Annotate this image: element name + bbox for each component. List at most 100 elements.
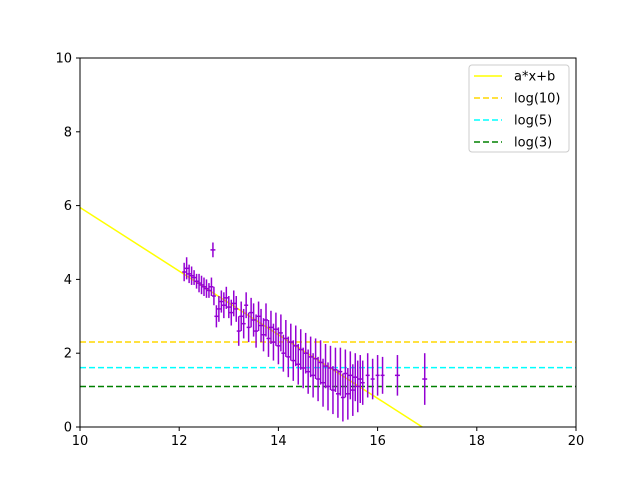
data-point xyxy=(219,290,224,313)
data-point xyxy=(192,270,197,285)
data-point xyxy=(246,312,251,343)
legend-label: log(5) xyxy=(514,114,552,129)
data-point xyxy=(394,355,400,396)
data-point xyxy=(273,312,278,346)
data-point xyxy=(187,264,192,284)
data-point xyxy=(355,360,360,413)
x-tick-label: 18 xyxy=(469,434,486,449)
data-point xyxy=(184,257,189,280)
legend: a*x+b log(10) log(5) log(3) xyxy=(468,64,570,153)
legend-entry: a*x+b xyxy=(474,70,555,85)
data-point xyxy=(239,301,244,332)
data-point xyxy=(259,308,264,343)
x-tick-label: 12 xyxy=(171,434,188,449)
data-point xyxy=(276,327,281,365)
data-point xyxy=(335,369,340,418)
legend-entry: log(10) xyxy=(474,92,561,107)
data-point xyxy=(348,351,353,400)
data-point xyxy=(281,334,286,372)
data-point xyxy=(375,355,380,396)
x-tick-label: 10 xyxy=(72,434,89,449)
data-point xyxy=(266,319,271,357)
x-tick-label: 14 xyxy=(270,434,287,449)
data-point xyxy=(234,296,239,322)
data-point xyxy=(216,296,221,322)
x-tick-label: 20 xyxy=(568,434,585,449)
y-tick-label: 8 xyxy=(64,125,72,140)
data-point xyxy=(288,323,293,361)
data-point xyxy=(204,279,209,298)
data-point xyxy=(365,353,370,398)
legend-box xyxy=(468,64,570,153)
data-point xyxy=(261,318,266,352)
data-point xyxy=(350,364,355,416)
data-point xyxy=(264,303,268,337)
data-point xyxy=(298,329,303,370)
x-tick-label: 16 xyxy=(369,434,386,449)
data-point xyxy=(291,340,296,381)
data-point xyxy=(251,303,256,337)
data-point xyxy=(422,353,428,405)
data-point xyxy=(224,286,229,309)
legend-label: log(3) xyxy=(514,136,552,151)
data-point xyxy=(210,242,216,258)
data-point xyxy=(296,343,301,385)
data-point xyxy=(283,319,288,357)
data-point xyxy=(306,349,311,394)
y-tick-label: 4 xyxy=(64,273,72,288)
data-point xyxy=(256,301,261,332)
data-point xyxy=(380,356,385,394)
data-point xyxy=(323,343,328,389)
errorbar-series xyxy=(182,242,428,422)
data-point xyxy=(318,340,323,385)
data-point xyxy=(330,366,335,415)
data-point xyxy=(358,355,363,404)
data-point xyxy=(353,353,358,402)
data-point xyxy=(221,292,226,319)
y-tick-label: 10 xyxy=(55,52,72,67)
data-point xyxy=(370,358,375,400)
y-tick-label: 0 xyxy=(64,421,72,436)
data-point xyxy=(313,338,318,380)
plot-border xyxy=(79,57,577,428)
x-axis: 10 12 14 16 18 20 xyxy=(72,427,585,449)
data-point xyxy=(211,286,216,306)
data-point xyxy=(311,353,316,398)
data-point xyxy=(340,373,345,422)
legend-label: a*x+b xyxy=(514,70,555,85)
data-point xyxy=(303,332,308,374)
data-point xyxy=(182,262,187,282)
data-point xyxy=(271,323,276,361)
data-point xyxy=(209,277,214,297)
data-point xyxy=(338,347,343,396)
data-point xyxy=(345,367,350,420)
data-point xyxy=(328,345,333,391)
legend-entry: log(5) xyxy=(474,114,552,129)
data-point xyxy=(316,356,321,402)
data-point xyxy=(241,308,246,339)
data-point xyxy=(293,325,298,367)
data-point xyxy=(249,297,254,328)
data-point xyxy=(333,347,338,392)
y-tick-label: 2 xyxy=(64,347,72,362)
data-point xyxy=(236,316,241,346)
data-point xyxy=(189,266,194,285)
data-point xyxy=(326,362,330,411)
data-point xyxy=(321,358,326,407)
data-point xyxy=(343,349,348,398)
data-point xyxy=(229,299,234,326)
data-point xyxy=(254,314,259,348)
data-point xyxy=(199,275,204,295)
data-point xyxy=(231,290,236,317)
data-point xyxy=(244,292,249,319)
data-point xyxy=(206,283,211,298)
data-point xyxy=(214,305,219,328)
data-point xyxy=(197,273,202,293)
legend-label: log(10) xyxy=(514,92,561,107)
data-point xyxy=(278,314,283,352)
y-tick-label: 6 xyxy=(64,199,72,214)
data-point xyxy=(268,310,273,344)
data-point xyxy=(202,277,206,297)
data-point xyxy=(308,336,313,378)
